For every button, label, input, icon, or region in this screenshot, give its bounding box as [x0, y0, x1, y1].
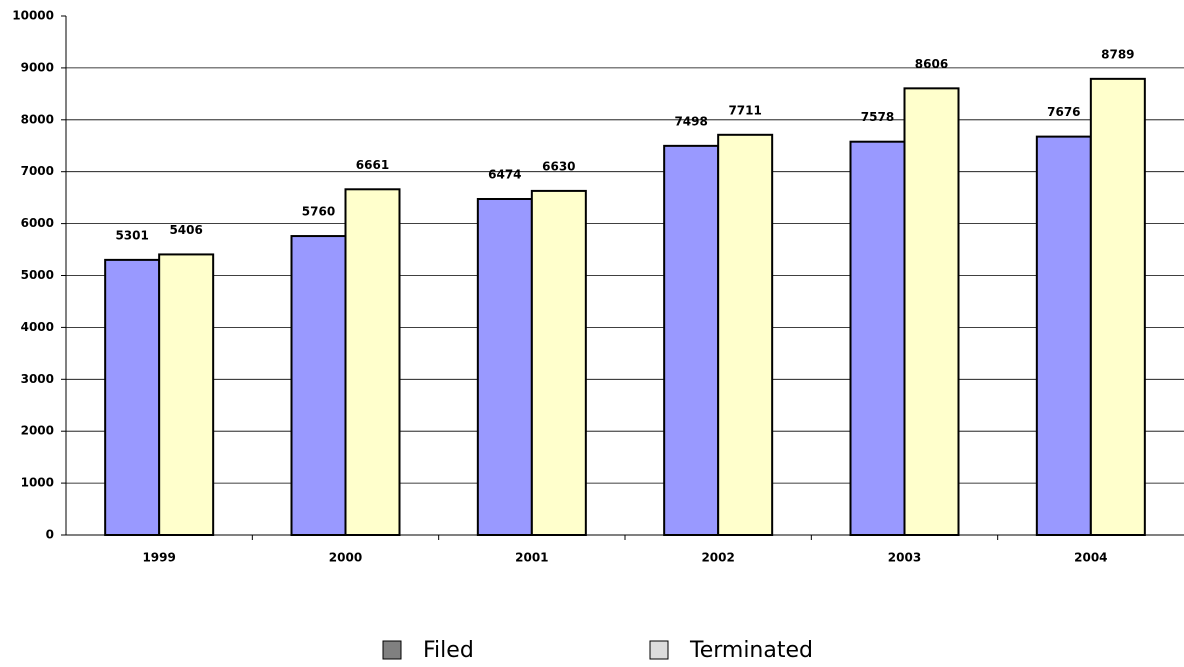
y-tick-label: 4000: [21, 320, 54, 334]
value-label: 7676: [1047, 105, 1080, 119]
bar: [158, 253, 215, 537]
legend-swatch: [382, 640, 402, 660]
x-tick-label: 2001: [515, 551, 548, 565]
x-tick-label: 2004: [1074, 551, 1107, 565]
y-tick-label: 0: [46, 528, 54, 542]
y-tick-label: 9000: [21, 60, 54, 74]
bar: [1035, 135, 1092, 536]
value-label: 8789: [1101, 47, 1134, 61]
value-label: 6630: [542, 159, 575, 173]
bar: [290, 235, 347, 536]
y-tick-label: 10000: [12, 9, 54, 23]
bar: [717, 133, 774, 536]
legend-swatch: [649, 640, 669, 660]
bar: [663, 144, 720, 537]
bar: [903, 87, 960, 536]
value-label: 5406: [169, 223, 202, 237]
bar: [344, 188, 401, 536]
bar: [530, 189, 587, 536]
value-label: 8606: [915, 57, 948, 71]
y-tick-label: 2000: [21, 424, 54, 438]
bar: [849, 140, 906, 536]
x-tick-label: 2000: [329, 551, 362, 565]
y-tick-label: 8000: [21, 112, 54, 126]
y-tick-label: 7000: [21, 164, 54, 178]
value-label: 7711: [728, 103, 761, 117]
y-tick-label: 1000: [21, 476, 54, 490]
x-tick-label: 2003: [888, 551, 921, 565]
y-tick-label: 6000: [21, 216, 54, 230]
value-label: 7578: [861, 110, 894, 124]
x-tick-label: 1999: [142, 551, 175, 565]
value-label: 6474: [488, 167, 521, 181]
legend-label: Filed: [423, 638, 474, 663]
value-label: 7498: [674, 114, 707, 128]
y-tick-label: 5000: [21, 268, 54, 282]
y-tick-label: 3000: [21, 372, 54, 386]
bar: [104, 258, 161, 536]
bar: [476, 197, 533, 537]
value-label: 5301: [115, 228, 148, 242]
legend-label: Terminated: [689, 638, 813, 663]
value-label: 6661: [356, 158, 389, 172]
bar: [1089, 77, 1146, 537]
x-tick-label: 2002: [701, 551, 734, 565]
value-label: 5760: [302, 205, 335, 219]
